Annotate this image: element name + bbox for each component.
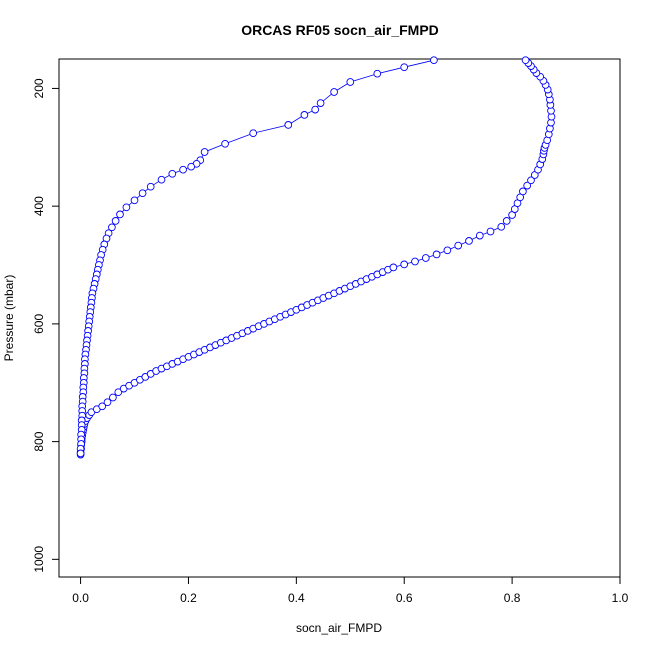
x-tick-label: 0.4 — [288, 591, 305, 605]
x-axis-label: socn_air_FMPD — [296, 621, 382, 635]
data-point — [146, 182, 155, 191]
data-point — [109, 393, 117, 402]
data-point — [311, 105, 320, 114]
data-point — [502, 217, 511, 225]
x-tick-label: 0.0 — [72, 591, 89, 605]
data-point — [523, 181, 532, 190]
data-point — [497, 222, 506, 231]
chart-title: ORCAS RF05 socn_air_FMPD — [241, 22, 439, 38]
y-tick-label: 400 — [32, 196, 46, 216]
data-point — [76, 449, 85, 458]
y-tick-label: 800 — [32, 431, 46, 451]
data-point — [430, 56, 438, 65]
y-tick-label: 200 — [32, 78, 46, 98]
data-point — [346, 78, 355, 86]
data-point — [108, 223, 116, 232]
x-tick-label: 1.0 — [612, 591, 629, 605]
data-point — [465, 237, 473, 245]
y-axis-label: Pressure (mbar) — [2, 275, 16, 362]
data-point — [221, 139, 229, 148]
data-point — [138, 189, 147, 198]
data-point — [400, 63, 409, 72]
data-point — [122, 203, 131, 212]
data-point — [130, 196, 139, 205]
data-point — [103, 398, 112, 407]
y-tick-label: 600 — [32, 314, 46, 334]
data-point — [116, 210, 124, 219]
data-point — [486, 227, 495, 236]
data-point — [454, 241, 463, 250]
data-point — [389, 263, 398, 272]
series-line — [80, 59, 552, 455]
data-point — [249, 129, 258, 138]
data-point — [411, 257, 419, 266]
data-point — [475, 231, 484, 240]
data-point — [168, 169, 177, 178]
data-point — [284, 121, 293, 129]
x-tick-label: 0.8 — [504, 591, 521, 605]
series-layer — [76, 56, 556, 459]
series-line — [80, 59, 434, 454]
data-point — [200, 148, 209, 156]
data-point — [300, 111, 309, 119]
plot-frame — [58, 58, 621, 578]
data-point — [400, 260, 409, 269]
data-point — [114, 388, 123, 397]
data-point — [111, 217, 120, 225]
data-point — [519, 187, 527, 196]
data-point — [373, 69, 382, 78]
y-tick-label: 1000 — [32, 546, 46, 573]
data-point — [432, 250, 441, 259]
data-point — [179, 165, 187, 174]
x-axis: 0.0 0.2 0.4 0.6 0.8 1.0 — [72, 576, 629, 605]
data-point — [316, 99, 325, 107]
data-point — [521, 56, 530, 65]
x-tick-label: 0.2 — [180, 591, 197, 605]
data-point — [527, 176, 535, 185]
data-point — [98, 402, 107, 411]
data-point — [330, 88, 338, 96]
data-point — [187, 162, 196, 171]
data-point — [157, 175, 166, 184]
x-tick-label: 0.6 — [396, 591, 413, 605]
data-point — [443, 246, 452, 255]
data-point — [421, 254, 430, 262]
y-axis: 200 400 600 800 1000 — [32, 78, 60, 573]
